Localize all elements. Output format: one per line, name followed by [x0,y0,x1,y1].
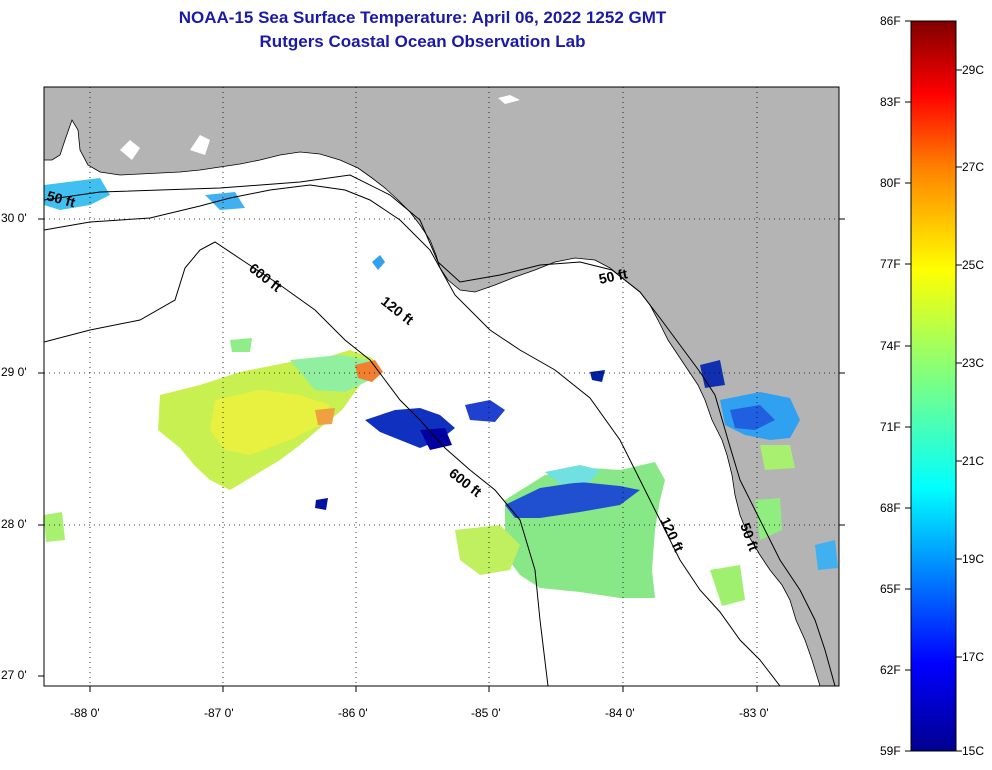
colorbar-f-label: 74F [880,339,901,353]
colorbar [910,20,957,752]
colorbar-c-label: 29C [962,63,985,77]
colorbar-f-label: 83F [880,95,901,109]
contour-label: 50 ft [45,187,77,210]
colorbar-f-label: 86F [880,14,901,28]
bathymetry-contours [44,174,836,686]
colorbar-f-label: 62F [880,663,901,677]
sst-patches [44,178,838,606]
lon-label: -87 0' [204,706,234,720]
lon-label: -85 0' [471,706,501,720]
colorbar-f-label: 68F [880,501,901,515]
axis-ticks [38,218,845,692]
land-mass [44,87,839,686]
colorbar-c-label: 25C [962,258,985,272]
colorbar-c-label: 15C [962,744,985,758]
lon-label: -88 0' [70,706,100,720]
map-subtitle: Rutgers Coastal Ocean Observation Lab [259,32,586,51]
colorbar-c-label: 23C [962,356,985,370]
lat-label: 29 0' [1,365,27,379]
lon-label: -86 0' [338,706,368,720]
colorbar-f-label: 77F [880,257,901,271]
colorbar-f-label: 80F [880,176,901,190]
lon-label: -84 0' [605,706,635,720]
map-frame [43,86,840,687]
colorbar-f-label: 71F [880,420,901,434]
colorbar-c-label: 19C [962,552,985,566]
lon-label: -83 0' [739,706,769,720]
colorbar-f-label: 59F [880,744,901,758]
lat-label: 30 0' [1,211,27,225]
map-title: NOAA-15 Sea Surface Temperature: April 0… [178,8,667,27]
colorbar-c-label: 27C [962,160,985,174]
colorbar-c-label: 17C [962,650,985,664]
lat-label: 28 0' [1,517,27,531]
lat-label: 27 0' [1,668,27,682]
contour-label: 50 ft [597,265,629,287]
colorbar-f-label: 65F [880,582,901,596]
colorbar-c-label: 21C [962,454,985,468]
